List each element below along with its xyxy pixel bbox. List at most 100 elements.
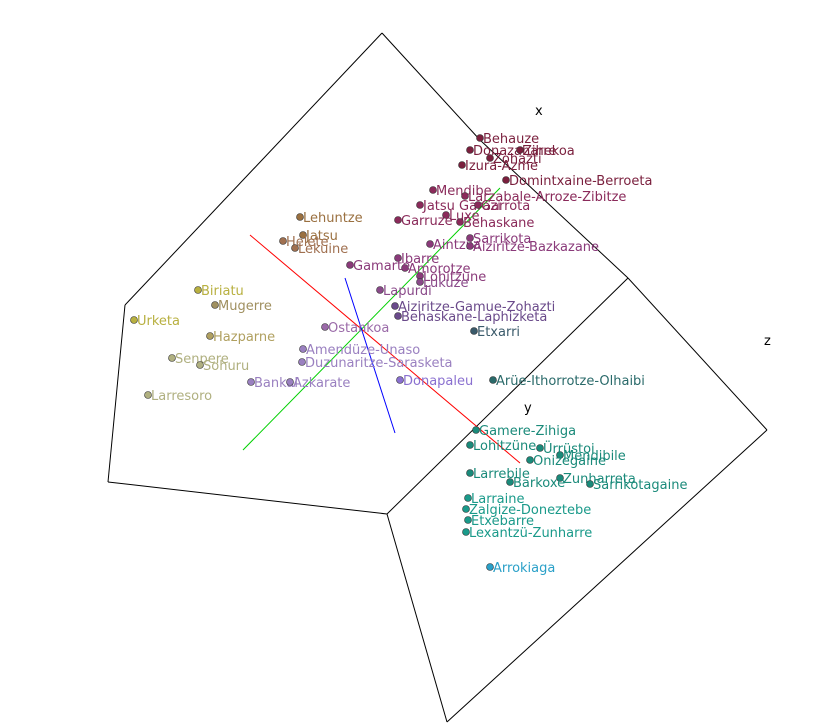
point-label: Mendibile <box>563 449 626 464</box>
bounding-box <box>107 32 768 723</box>
point-label: Ibarre <box>401 252 439 267</box>
point-label: Zalgize-Doneztebe <box>469 503 591 518</box>
data-point <box>206 332 214 340</box>
box-edge <box>479 139 629 279</box>
box-edge <box>124 32 383 306</box>
data-point <box>298 358 306 366</box>
data-point <box>426 240 434 248</box>
point-label: Larraine <box>471 492 525 507</box>
data-point <box>299 231 307 239</box>
point-label: Urketa <box>137 314 180 329</box>
box-edge <box>627 277 768 431</box>
point-label: Amorotze <box>408 262 470 277</box>
point-label: Zohazti <box>493 152 542 167</box>
point-label: Zihekoa <box>523 144 575 159</box>
data-point <box>466 469 474 477</box>
point-label: Lapurdi <box>383 284 432 299</box>
points-layer: BehauzeDonazaharreIzura-AzmeZohaztiZihek… <box>130 132 687 576</box>
point-label: Sohuru <box>203 359 249 374</box>
data-point <box>194 286 202 294</box>
z-axis-line <box>344 277 396 434</box>
data-point <box>502 176 510 184</box>
point-label: Hazparne <box>213 330 275 345</box>
point-label: Behaskane-Laphizketa <box>401 310 547 325</box>
x-axis-line <box>249 234 521 464</box>
data-point <box>476 134 484 142</box>
point-label: Onizegaine <box>533 454 606 469</box>
data-point <box>466 441 474 449</box>
x-axis-label: x <box>535 104 543 119</box>
y-axis-line <box>242 187 501 451</box>
data-point <box>556 451 564 459</box>
data-point <box>442 211 450 219</box>
data-point <box>526 456 534 464</box>
point-label: Jatsu <box>305 229 338 244</box>
point-label: Domintxaine-Berroeta <box>509 174 652 189</box>
point-label: Ostankoa <box>328 321 389 336</box>
box-edge <box>386 277 629 515</box>
data-point <box>291 244 299 252</box>
point-label: Sarrikota <box>473 232 531 247</box>
data-point <box>429 186 437 194</box>
point-label: Larresoro <box>151 389 212 404</box>
point-label: Izura-Azme <box>465 159 538 174</box>
point-label: Duzunaritze-Sarasketa <box>305 356 453 371</box>
point-label: Larrebile <box>473 467 530 482</box>
data-point <box>376 286 384 294</box>
point-label: Donazaharre <box>473 144 556 159</box>
data-point <box>296 213 304 221</box>
data-point <box>464 494 472 502</box>
point-label: Amendüze-Unaso <box>306 343 420 358</box>
point-label: Arrokiaga <box>493 561 555 576</box>
data-point <box>466 242 474 250</box>
data-point <box>211 301 219 309</box>
data-point <box>416 278 424 286</box>
box-edge <box>107 481 388 515</box>
data-point <box>474 201 482 209</box>
point-label: Donapaleu <box>403 374 473 389</box>
data-point <box>458 161 466 169</box>
point-label: Mugerre <box>218 299 272 314</box>
box-edge <box>381 32 481 141</box>
data-point <box>394 216 402 224</box>
point-label: Behaskane <box>463 216 534 231</box>
data-point <box>196 361 204 369</box>
data-point <box>130 316 138 324</box>
data-point <box>456 218 464 226</box>
point-label: Azkarate <box>293 376 350 391</box>
point-label: Aiziritze-Gamue-Zohazti <box>398 300 555 315</box>
data-point <box>462 528 470 536</box>
z-axis-label: z <box>764 334 771 349</box>
data-point <box>556 474 564 482</box>
data-point <box>472 426 480 434</box>
axis-lines <box>242 187 521 464</box>
point-label: Arüe-Ithorrotze-Olhaibi <box>496 374 645 389</box>
point-label: Biriatu <box>201 284 244 299</box>
data-point <box>144 391 152 399</box>
point-label: Sarrikotagaine <box>593 478 687 493</box>
box-edge <box>446 429 768 723</box>
point-label: Barkoxe <box>513 476 565 491</box>
data-point <box>466 146 474 154</box>
box-edge <box>386 513 448 723</box>
data-point <box>401 264 409 272</box>
point-label: Lehuntze <box>303 211 363 226</box>
point-label: Lukuze <box>423 276 468 291</box>
point-label: Etxebarre <box>471 514 534 529</box>
data-point <box>346 261 354 269</box>
y-axis-label: y <box>524 401 532 416</box>
data-point <box>247 378 255 386</box>
point-label: Behauze <box>483 132 539 147</box>
data-point <box>391 302 399 310</box>
point-label: Lexantzü-Zunharre <box>469 526 592 541</box>
point-label: Senpere <box>175 352 229 367</box>
data-point <box>396 376 404 384</box>
data-point <box>416 201 424 209</box>
data-point <box>462 505 470 513</box>
point-label: Gamarte <box>353 259 410 274</box>
data-point <box>466 234 474 242</box>
data-point <box>470 327 478 335</box>
point-label: Ürrüstoi <box>543 440 595 457</box>
point-label: Jatsu Garazi <box>422 199 501 214</box>
